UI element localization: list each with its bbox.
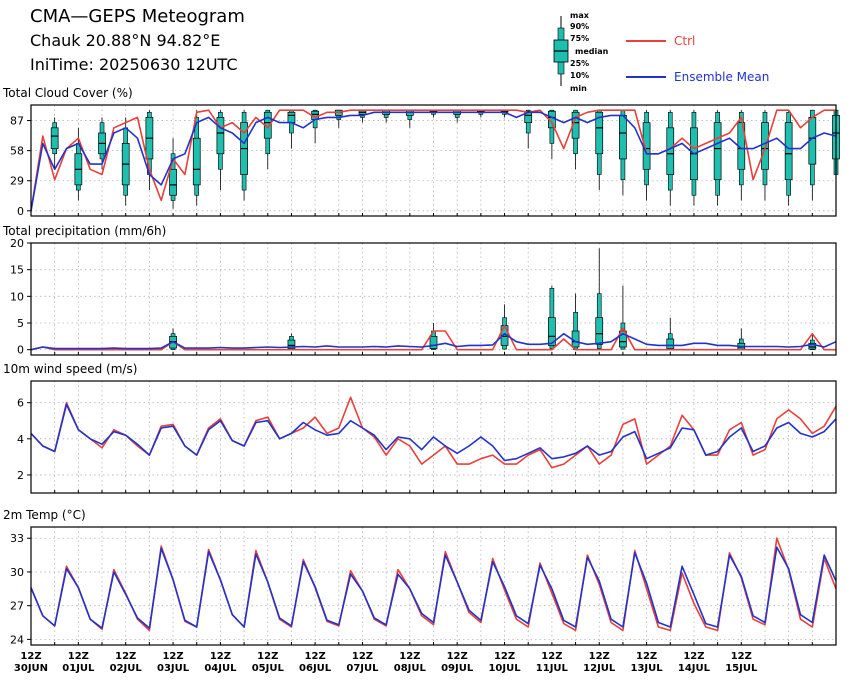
legend-box-label: 10% [570,71,589,80]
box-inner [619,115,627,160]
y-tick-label: 33 [10,532,24,545]
y-tick-label: 5 [17,317,24,330]
legend-box-label: median [575,47,609,56]
x-date-label: 06JUL [299,663,332,674]
ensemble-mean-line [30,332,837,351]
x-hour-label: 12Z [731,651,752,662]
x-date-label: 14JUL [678,663,711,674]
location-label: Chauk 20.88°N 94.82°E [30,31,221,50]
box-inner [548,317,556,346]
init-time-label: IniTime: 20250630 12UTC [30,55,238,74]
x-date-label: 07JUL [346,663,379,674]
y-tick-label: 30 [10,566,24,579]
x-date-label: 09JUL [441,663,474,674]
ctrl-line [30,109,836,211]
box-inner [169,168,177,196]
box-inner [784,122,793,181]
panel-frame [30,526,837,646]
y-tick-label: 4 [17,433,24,446]
x-hour-label: 12Z [399,651,420,662]
panel-1 [27,104,840,217]
panel-3 [27,380,837,494]
x-date-label: 08JUL [394,663,427,674]
legend-box-label: 90% [570,22,589,31]
box-inner [808,342,817,350]
ensemble-mean-line [30,403,837,462]
panel-title: Total precipitation (mm/6h) [2,224,166,238]
panel-frame [30,380,837,494]
box-inner [595,111,604,155]
y-tick-label: 15 [10,264,24,277]
legend-box-label: 25% [570,59,589,68]
ctrl-line [30,324,836,351]
x-hour-label: 12Z [257,651,278,662]
x-hour-label: 12Z [447,651,468,662]
x-hour-label: 12Z [541,651,562,662]
x-date-label: 01JUL [62,663,95,674]
ensemble-mean-line [30,546,837,629]
box-inner [524,110,533,123]
x-hour-label: 12Z [210,651,231,662]
x-hour-label: 12Z [636,651,657,662]
ctrl-line [30,396,837,469]
box-inner [287,111,296,123]
x-date-label: 12JUL [583,663,616,674]
x-hour-label: 12Z [494,651,515,662]
panel-title: 10m wind speed (m/s) [3,362,137,376]
box-inner [595,317,604,345]
x-hour-label: 12Z [68,651,89,662]
legend-box-label: 75% [570,34,589,43]
x-hour-label: 12Z [305,651,326,662]
legend-box-label: max [570,11,590,20]
x-date-label: 03JUL [157,663,190,674]
panel-frame [30,104,837,217]
y-tick-label: 2 [17,469,24,482]
box-inner [571,330,580,348]
y-tick-label: 87 [10,115,24,128]
ensemble-mean-line [30,111,837,211]
x-date-label: 11JUL [536,663,569,674]
panel-title: 2m Temp (°C) [3,508,86,522]
x-hour-label: 12Z [20,651,41,662]
x-date-label: 05JUL [252,663,285,674]
y-tick-label: 10 [10,290,24,303]
panel-4 [27,526,837,646]
y-tick-label: 58 [10,145,24,158]
box-inner [666,127,675,175]
chart-title: CMA—GEPS Meteogram [30,6,245,27]
x-hour-label: 12Z [352,651,373,662]
x-date-label: 02JUL [110,663,143,674]
box-inner [287,339,296,349]
x-date-label: 15JUL [725,663,758,674]
x-date-label: 30JUN [14,663,48,674]
y-tick-label: 27 [10,600,24,613]
x-date-label: 10JUL [488,663,521,674]
panel-title: Total Cloud Cover (%) [2,86,133,100]
y-tick-label: 6 [17,397,24,410]
box-inner [50,127,59,149]
y-tick-label: 24 [10,633,24,646]
y-tick-label: 20 [10,237,24,250]
x-date-label: 04JUL [204,663,237,674]
legend-mean-label: Ensemble Mean [674,70,769,84]
x-hour-label: 12Z [683,651,704,662]
x-hour-label: 12Z [162,651,183,662]
legend-box-label: min [570,84,587,93]
y-tick-label: 29 [10,175,24,188]
box-inner [666,338,675,349]
y-tick-label: 0 [17,344,24,357]
panel-2 [27,242,837,356]
box-inner [216,117,225,155]
y-tick-label: 0 [17,205,24,218]
box-inner [192,137,201,186]
box-inner [619,330,627,348]
box-inner [713,122,722,181]
box-inner [429,335,438,349]
x-date-label: 13JUL [631,663,664,674]
x-hour-label: 12Z [589,651,610,662]
legend-ctrl-label: Ctrl [674,34,695,48]
panel-frame [30,242,837,356]
x-hour-label: 12Z [115,651,136,662]
